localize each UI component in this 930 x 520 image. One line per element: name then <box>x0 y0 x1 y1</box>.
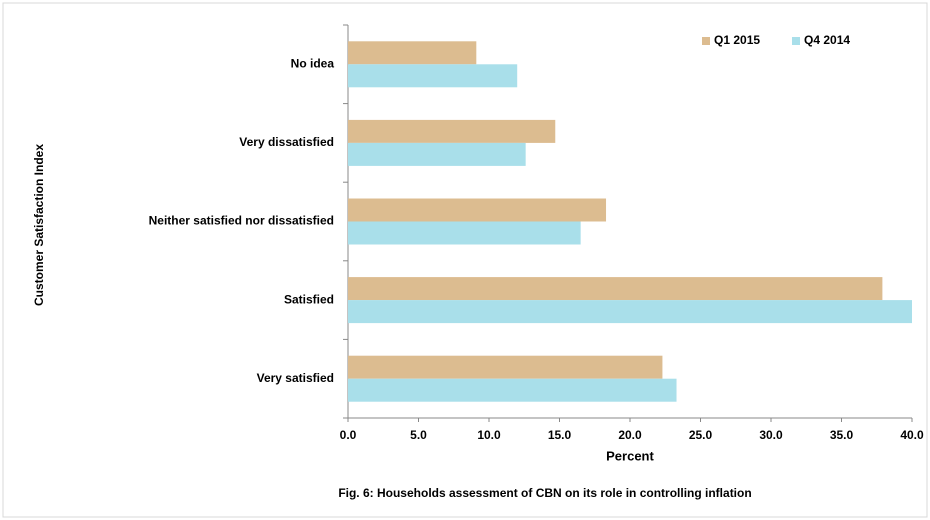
x-tick-label: 15.0 <box>548 428 572 442</box>
x-tick-label: 25.0 <box>689 428 713 442</box>
y-tick-label: Neither satisfied nor dissatisfied <box>149 214 334 228</box>
legend-swatch <box>792 37 800 45</box>
bar <box>348 41 477 65</box>
x-tick-label: 10.0 <box>477 428 501 442</box>
y-axis-label: Customer Satisfaction Index <box>32 144 46 306</box>
x-tick-label: 30.0 <box>759 428 783 442</box>
x-tick-label: 35.0 <box>830 428 854 442</box>
x-tick-label: 40.0 <box>900 428 924 442</box>
y-tick-label: No idea <box>291 56 335 70</box>
y-tick-label: Satisfied <box>284 292 334 306</box>
y-tick-label: Very dissatisfied <box>239 135 334 149</box>
legend-swatch <box>702 37 710 45</box>
bar <box>348 378 677 402</box>
x-tick-label: 5.0 <box>410 428 427 442</box>
bar <box>348 277 883 301</box>
x-tick-label: 0.0 <box>340 428 357 442</box>
x-tick-label: 20.0 <box>618 428 642 442</box>
legend-label: Q4 2014 <box>804 33 850 47</box>
x-axis-label: Percent <box>606 448 654 463</box>
bar <box>348 355 663 379</box>
bar <box>348 119 556 143</box>
bar <box>348 142 526 166</box>
bar <box>348 300 912 324</box>
bar <box>348 221 581 245</box>
chart-title: Fig. 6: Households assessment of CBN on … <box>338 486 751 500</box>
bar <box>348 64 518 88</box>
bar <box>348 198 607 222</box>
legend-label: Q1 2015 <box>714 33 760 47</box>
y-tick-label: Very satisfied <box>257 371 334 385</box>
